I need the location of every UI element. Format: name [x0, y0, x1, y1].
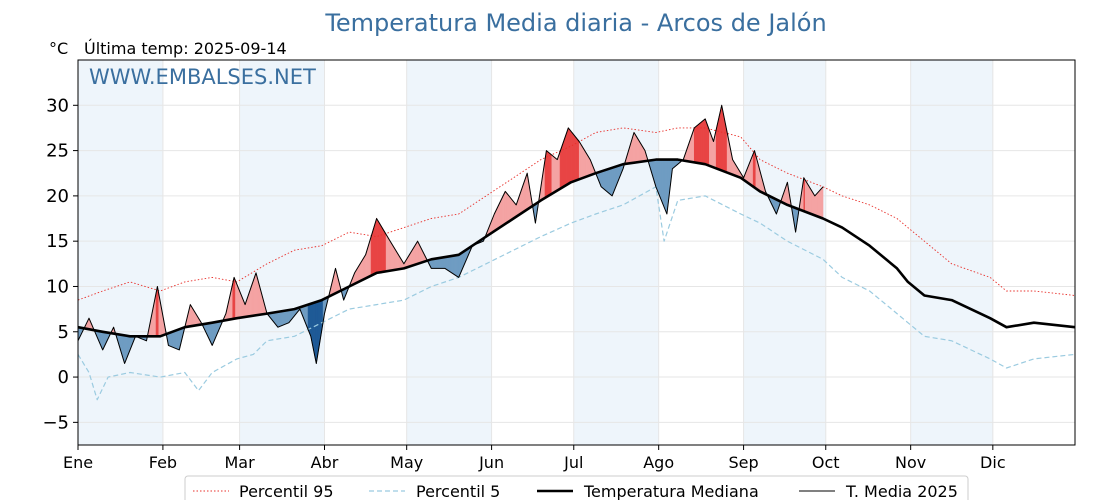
y-tick-label: 5	[58, 322, 69, 343]
month-band	[239, 60, 325, 445]
series-line-thick-black	[77, 158, 1076, 338]
x-tick-label: Sep	[729, 453, 759, 472]
month-band	[743, 60, 826, 445]
x-tick-label: Dic	[980, 453, 1006, 472]
plot-frame	[77, 59, 1076, 446]
watermark: WWW.EMBALSES.NET	[89, 65, 316, 89]
y-tick-label: −5	[42, 412, 69, 433]
legend-label-p5: Percentil 5	[416, 482, 500, 500]
month-band	[573, 60, 659, 445]
y-tick-label: 0	[58, 367, 69, 388]
x-tick-label: Ago	[643, 453, 674, 472]
legend-box	[184, 475, 969, 500]
x-tick-label: Jul	[563, 453, 583, 472]
legend-label-median: Temperatura Mediana	[583, 482, 759, 500]
x-tick-label: Oct	[812, 453, 840, 472]
last-temp-label: Última temp: 2025-09-14	[84, 39, 287, 58]
x-tick-label: Jun	[478, 453, 504, 472]
month-band	[78, 60, 163, 445]
x-tick-label: Feb	[149, 453, 177, 472]
legend-label-current: T. Media 2025	[845, 482, 958, 500]
y-tick-label: 15	[46, 231, 69, 252]
x-tick-label: Ene	[63, 453, 93, 472]
x-tick-label: May	[390, 453, 423, 472]
series-line-dotted-red	[77, 127, 1076, 301]
anomaly-fill-above	[821, 186, 824, 219]
month-band	[910, 60, 993, 445]
y-axis: −5 0 5 10 15 20 25 30	[42, 95, 78, 433]
series-line-thin-black	[77, 104, 824, 364]
y-tick-label: 20	[46, 186, 69, 207]
month-bands	[78, 60, 993, 445]
y-tick-label: 10	[46, 276, 69, 297]
x-tick-label: Abr	[311, 453, 339, 472]
x-tick-label: Mar	[225, 453, 256, 472]
series-line-dashed-lightblue	[77, 186, 1076, 401]
x-tick-label: Nov	[895, 453, 926, 472]
chart-title: Temperatura Media diaria - Arcos de Jaló…	[324, 9, 826, 37]
plot-area	[77, 59, 1076, 446]
series-lines	[77, 104, 1076, 401]
x-axis: Ene Feb Mar Abr May Jun Jul Ago Sep Oct Nov Dic	[63, 445, 1006, 472]
legend: Percentil 95 Percentil 5 Temperatura Med…	[184, 475, 969, 500]
y-tick-label: 25	[46, 141, 69, 162]
y-tick-label: 30	[46, 95, 69, 116]
legend-label-p95: Percentil 95	[239, 482, 334, 500]
grid-lines	[77, 60, 1075, 445]
y-unit-label: °C	[49, 39, 68, 58]
